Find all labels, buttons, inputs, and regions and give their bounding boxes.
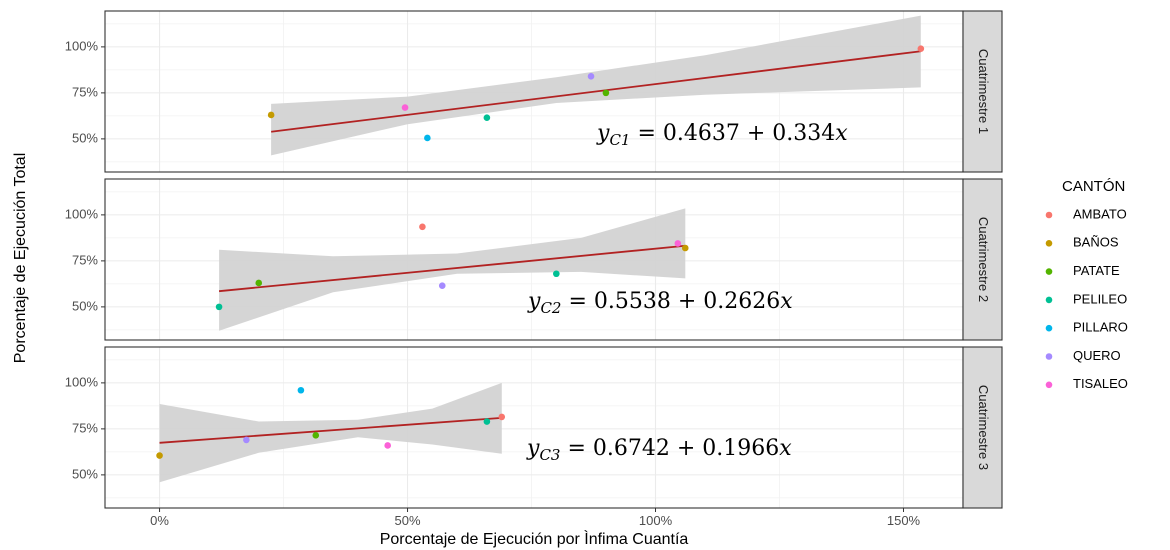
confidence-band [271,15,921,156]
x-axis-title: Porcentaje de Ejecución por Ìnfima Cuant… [380,529,689,548]
y-tick-label: 100% [65,206,99,221]
legend-key-quero [1045,353,1053,360]
confidence-band [219,208,686,331]
legend: CANTÓN AMBATO BAÑOS PATATE PELILEO PILLARO QUE… [1045,178,1128,391]
panel-3: Cuatrimestre 3 50% 75% 100% yC3 = 0.6742 + 0… [65,346,1003,509]
legend-key-tisaleo [1045,381,1053,389]
data-point-patate [255,279,263,287]
regression-line [159,416,502,444]
y-tick-label: 100% [65,38,99,53]
data-point-banos [267,111,275,119]
data-point-patate [602,89,610,97]
legend-key-pelileo [1045,296,1053,304]
y-tick-label: 100% [65,374,99,389]
data-point-pelileo [483,114,491,122]
data-point-tisaleo [401,104,409,111]
data-point-ambato [917,45,925,53]
legend-key-ambato [1045,211,1053,219]
data-point-pelileo [553,270,560,278]
facet-strip-label: Cuatrimestre 1 [976,49,991,134]
data-point-tisaleo [674,240,682,247]
y-axis-title: Porcentaje de Ejecución Total [12,153,29,364]
legend-key-pillaro [1045,324,1053,332]
regression-line [218,244,686,293]
x-tick-label: 50% [395,513,421,528]
facet-strip-label: Cuatrimestre 3 [976,385,991,470]
legend-title: CANTÓN [1062,178,1125,195]
regression-equation: yC1 = 0.4637 + 0.334x [596,121,848,149]
y-tick-label: 75% [72,84,98,99]
regression-equation: yC2 = 0.5538 + 0.2626x [527,289,793,317]
y-tick-label: 50% [72,466,98,481]
legend-key-banos [1045,240,1053,247]
data-point-patate [312,432,320,439]
y-tick-label: 75% [72,252,98,267]
facet-strip [962,178,1003,341]
data-point-banos [156,452,163,459]
y-tick-label: 50% [72,130,98,145]
legend-label: AMBATO [1073,206,1127,221]
x-tick-label: 150% [887,513,921,528]
legend-label: PATATE [1073,263,1120,278]
regression-equation: yC3 = 0.6742 + 0.1966x [526,436,792,464]
data-point-quero [243,436,250,444]
confidence-band [159,382,502,483]
legend-label: QUERO [1073,348,1121,363]
data-point-ambato [419,223,426,231]
legend-key-patate [1045,268,1053,275]
x-tick-label: 0% [150,513,169,528]
data-point-ambato [498,413,506,421]
data-point-pelileo [483,418,491,425]
y-tick-label: 75% [72,420,98,435]
data-point-pillaro [424,134,431,142]
panel-1: Cuatrimestre 1 50% 75% 100% yC1 = 0.4637 + 0… [65,10,1003,173]
y-tick-label: 50% [72,298,98,313]
data-point-tisaleo [384,442,391,449]
legend-label: TISALEO [1073,376,1128,391]
data-point-pelileo [215,303,223,311]
data-point-quero [587,73,595,80]
legend-label: PILLARO [1073,320,1128,335]
data-point-quero [438,282,446,290]
x-tick-label: 100% [639,513,673,528]
facet-strip [962,10,1003,173]
facet-strip [962,346,1003,509]
facet-strip-label: Cuatrimestre 2 [976,217,991,302]
panel-2: Cuatrimestre 2 50% 75% 100% yC2 = 0.5538 + 0… [65,178,1003,341]
data-point-banos [681,244,689,252]
data-point-pillaro [297,386,305,394]
legend-label: BAÑOS [1073,235,1119,250]
regression-line [271,50,921,133]
legend-label: PELILEO [1073,291,1127,306]
